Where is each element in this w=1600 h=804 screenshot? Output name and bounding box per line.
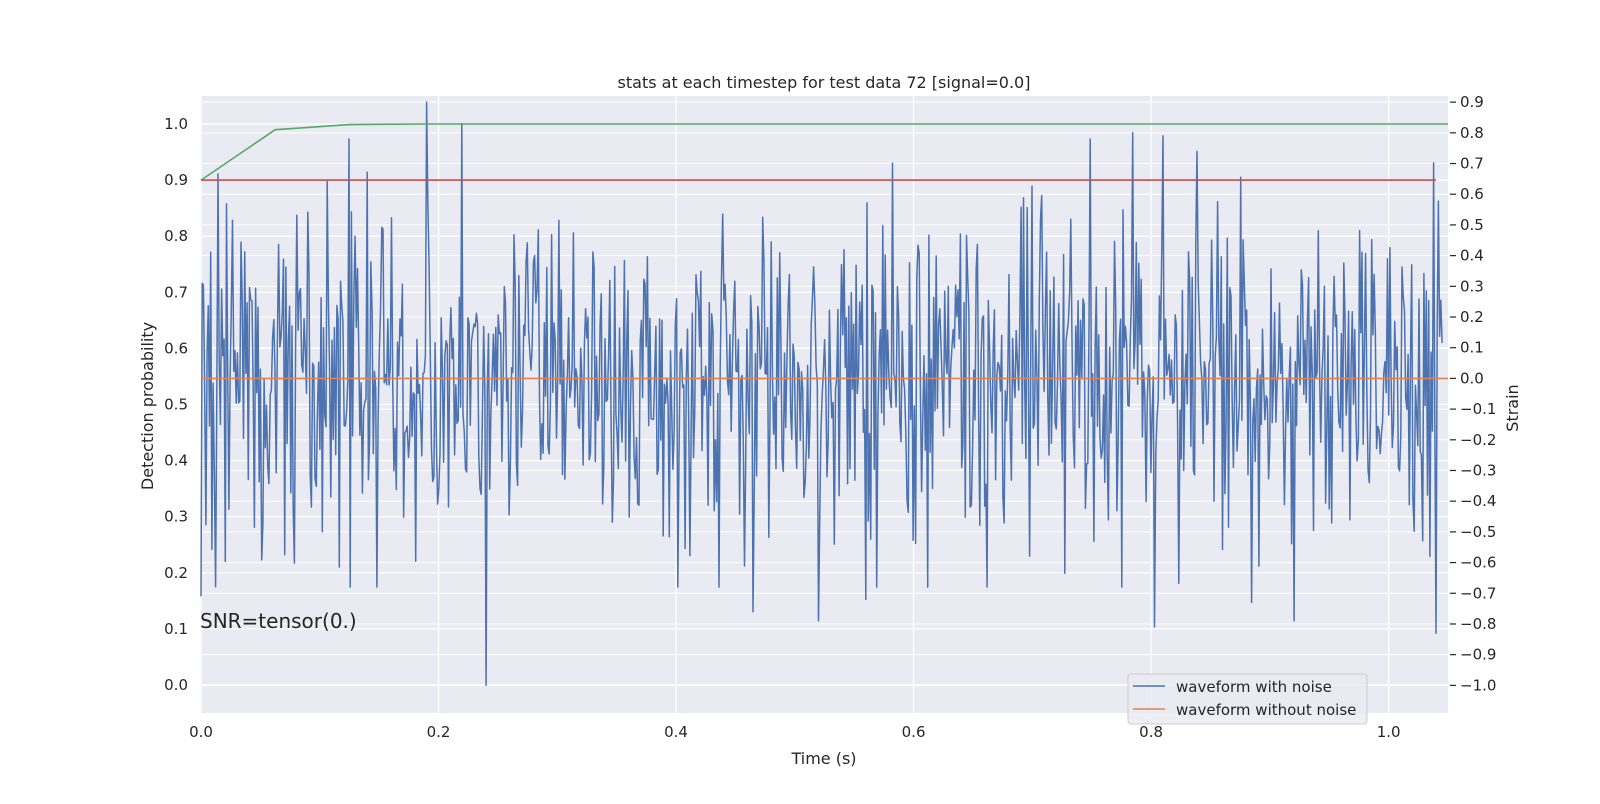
x-tick-label-3: 0.6 xyxy=(902,723,926,741)
y-tick-label-right-5: −0.5 xyxy=(1460,523,1496,541)
x-tick-label-4: 0.8 xyxy=(1139,723,1163,741)
y-tick-label-right-13: 0.3 xyxy=(1460,277,1484,295)
y-tick-label-left-2: 0.2 xyxy=(164,564,188,582)
y-tick-label-left-0: 0.0 xyxy=(164,676,188,694)
right-axis-ticks: −1.0 −0.9 −0.8 −0.7 −0.6 −0.5 −0.4 −0.3 −0.2 −0.1… xyxy=(1450,93,1496,694)
y-tick-label-left-5: 0.5 xyxy=(164,396,188,414)
x-tick-label-5: 1.0 xyxy=(1377,723,1401,741)
y-tick-label-right-1: −0.9 xyxy=(1460,646,1496,664)
y-tick-label-right-14: 0.4 xyxy=(1460,247,1484,265)
y-tick-label-left-10: 1.0 xyxy=(164,115,188,133)
y-tick-label-left-3: 0.3 xyxy=(164,508,188,526)
y-tick-label-left-7: 0.7 xyxy=(164,283,188,301)
chart-title: stats at each timestep for test data 72 … xyxy=(618,73,1031,92)
y-tick-label-right-10: 0.0 xyxy=(1460,369,1484,387)
legend-label-noise: waveform with noise xyxy=(1176,678,1332,696)
y-tick-label-right-3: −0.7 xyxy=(1460,584,1496,602)
y-tick-label-right-17: 0.7 xyxy=(1460,155,1484,173)
y-axis-label-right: Strain xyxy=(1503,384,1522,431)
legend-label-clean: waveform without noise xyxy=(1176,701,1356,719)
snr-annotation: SNR=tensor(0.) xyxy=(200,609,357,633)
y-tick-label-right-11: 0.1 xyxy=(1460,339,1484,357)
y-tick-label-right-6: −0.4 xyxy=(1460,492,1496,510)
x-tick-label-1: 0.2 xyxy=(427,723,451,741)
x-axis-ticks: 0.0 0.2 0.4 0.6 0.8 1.0 xyxy=(189,723,1400,741)
y-tick-label-right-18: 0.8 xyxy=(1460,124,1484,142)
y-tick-label-right-8: −0.2 xyxy=(1460,431,1496,449)
legend: waveform with noise waveform without noi… xyxy=(1127,673,1368,725)
x-tick-label-2: 0.4 xyxy=(664,723,688,741)
y-tick-label-right-0: −1.0 xyxy=(1460,676,1496,694)
y-tick-label-left-6: 0.6 xyxy=(164,339,188,357)
series-line-0 xyxy=(200,101,1443,687)
y-axis-label-left: Detection probability xyxy=(138,322,157,490)
grid-lines xyxy=(200,96,1448,713)
y-tick-label-right-16: 0.6 xyxy=(1460,185,1484,203)
y-tick-label-right-2: −0.8 xyxy=(1460,615,1496,633)
y-tick-label-left-1: 0.1 xyxy=(164,620,188,638)
x-axis-label: Time (s) xyxy=(790,749,856,768)
y-tick-label-right-12: 0.2 xyxy=(1460,308,1484,326)
legend-box xyxy=(1127,673,1368,725)
y-tick-label-left-4: 0.4 xyxy=(164,452,188,470)
y-tick-label-right-7: −0.3 xyxy=(1460,461,1496,479)
y-tick-label-right-15: 0.5 xyxy=(1460,216,1484,234)
y-tick-label-left-8: 0.8 xyxy=(164,227,188,245)
y-tick-label-right-4: −0.6 xyxy=(1460,554,1496,572)
series-layer xyxy=(200,101,1448,687)
y-tick-label-left-9: 0.9 xyxy=(164,171,188,189)
y-tick-label-right-9: −0.1 xyxy=(1460,400,1496,418)
x-tick-label-0: 0.0 xyxy=(189,723,213,741)
left-axis-ticks: 0.0 0.1 0.2 0.3 0.4 0.5 0.6 0.7 0.8 0.9 1.0 xyxy=(164,115,188,694)
y-tick-label-right-19: 0.9 xyxy=(1460,93,1484,111)
series-line-2 xyxy=(200,123,1448,181)
